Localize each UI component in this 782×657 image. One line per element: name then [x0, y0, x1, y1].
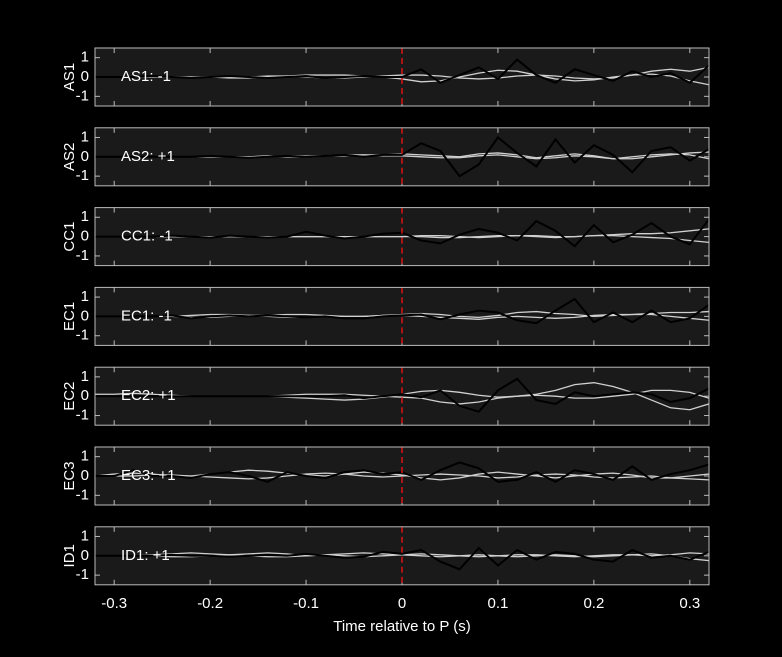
trace: [95, 469, 709, 481]
y-axis-label: AS1: [61, 63, 78, 91]
trace: [95, 377, 709, 413]
trace: [95, 546, 709, 571]
y-tick-label: 1: [81, 49, 89, 66]
y-tick-label: -1: [76, 167, 89, 184]
y-axis-label: EC3: [61, 461, 78, 490]
y-tick-label: 1: [81, 527, 89, 544]
panel: -1 0 1 -0.3 -0.2 -0.1 0 0.1 0.2 0.3 ID1: +1 ID1 Time…: [61, 526, 710, 635]
traces: [95, 136, 709, 178]
y-tick-label: 0: [81, 387, 89, 404]
plot-border: [94, 207, 710, 267]
plot-border: [94, 127, 710, 187]
y-tick-label: -1: [76, 87, 89, 104]
y-axis-label: EC1: [61, 302, 78, 331]
y-tick-label: 1: [81, 448, 89, 465]
plot-border: [94, 526, 710, 586]
x-axis-label: Time relative to P (s): [333, 618, 471, 635]
panel: -1 0 1 EC2: +1 EC2: [61, 366, 710, 426]
station-annotation: EC1: -1: [121, 307, 172, 324]
trace: [95, 136, 709, 178]
x-tick-label: 0.2: [583, 595, 604, 612]
x-tick-label: 0.3: [679, 595, 700, 612]
plot-border: [94, 47, 710, 107]
y-tick-label: 1: [81, 368, 89, 385]
station-annotation: AS2: +1: [121, 148, 175, 165]
panel: -1 0 1 CC1: -1 CC1: [61, 207, 710, 267]
y-tick-label: -1: [76, 407, 89, 424]
y-axis-label: ID1: [61, 544, 78, 567]
y-tick-label: 1: [81, 288, 89, 305]
traces: [95, 297, 709, 325]
y-tick-label: 0: [81, 148, 89, 165]
y-tick-label: -1: [76, 247, 89, 264]
panel: -1 0 1 EC1: -1 EC1: [61, 286, 710, 346]
y-tick-label: -1: [76, 566, 89, 583]
y-tick-label: 0: [81, 307, 89, 324]
y-tick-label: 1: [81, 208, 89, 225]
plot-border: [94, 286, 710, 346]
panel: -1 0 1 AS2: +1 AS2: [61, 127, 710, 187]
station-annotation: EC3: +1: [121, 467, 176, 484]
y-tick-label: -1: [76, 327, 89, 344]
y-axis-label: CC1: [61, 222, 78, 252]
station-annotation: EC2: +1: [121, 387, 176, 404]
trace: [95, 58, 709, 85]
x-tick-label: 0: [398, 595, 406, 612]
station-annotation: ID1: +1: [121, 547, 170, 564]
traces: [95, 377, 709, 413]
x-tick-label: 0.1: [488, 595, 509, 612]
trace: [95, 297, 709, 325]
y-axis-label: EC2: [61, 382, 78, 411]
plot-border: [94, 366, 710, 426]
plot-border: [94, 446, 710, 506]
panel: -1 0 1 AS1: -1 AS1: [61, 47, 710, 107]
x-tick-label: -0.3: [101, 595, 127, 612]
x-tick-label: -0.1: [293, 595, 319, 612]
y-tick-label: 0: [81, 547, 89, 564]
y-tick-label: 0: [81, 68, 89, 85]
y-axis-label: AS2: [61, 143, 78, 171]
x-tick-label: -0.2: [197, 595, 223, 612]
y-tick-label: 1: [81, 128, 89, 145]
panel: -1 0 1 EC3: +1 EC3: [61, 446, 710, 506]
y-tick-label: -1: [76, 486, 89, 503]
traces: [95, 546, 709, 571]
station-annotation: AS1: -1: [121, 68, 171, 85]
y-tick-label: 0: [81, 467, 89, 484]
y-tick-label: 0: [81, 228, 89, 245]
station-annotation: CC1: -1: [121, 228, 173, 245]
